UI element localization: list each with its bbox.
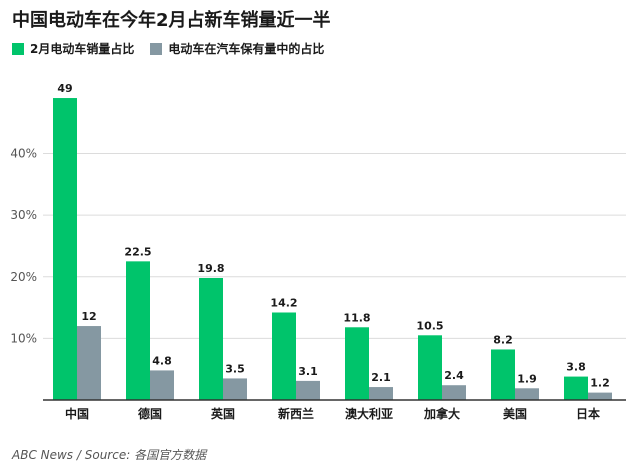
- bar-sales-share: [564, 376, 588, 400]
- data-label: 4.8: [152, 354, 172, 367]
- data-label: 22.5: [124, 245, 151, 258]
- bar-sales-share: [272, 312, 296, 400]
- bar-sales-share: [491, 349, 515, 400]
- legend-label-fleet-share: 电动车在汽车保有量中的占比: [168, 42, 325, 56]
- bar-fleet-share: [515, 388, 539, 400]
- bar-fleet-share: [223, 378, 247, 400]
- data-label: 49: [57, 82, 72, 95]
- bar-sales-share: [418, 335, 442, 400]
- legend-swatch-green: [12, 42, 24, 55]
- bar-sales-share: [126, 261, 150, 400]
- x-tick-label: 德国: [138, 406, 162, 421]
- y-tick-label: 20%: [10, 270, 37, 284]
- bar-fleet-share: [442, 385, 466, 400]
- bar-sales-share: [345, 327, 369, 400]
- legend: 2月电动车销量占比 电动车在汽车保有量中的占比: [12, 40, 340, 57]
- x-tick-label: 澳大利亚: [345, 406, 393, 421]
- bar-fleet-share: [150, 370, 174, 400]
- data-label: 3.1: [298, 365, 318, 378]
- x-tick-label: 英国: [211, 406, 235, 421]
- bar-sales-share: [53, 98, 77, 400]
- chart-title: 中国电动车在今年2月占新车销量近一半: [12, 10, 331, 31]
- data-label: 10.5: [416, 319, 443, 332]
- data-label: 2.1: [371, 371, 391, 384]
- x-tick-label: 加拿大: [423, 406, 460, 421]
- y-tick-label: 40%: [10, 147, 37, 161]
- legend-label-sales-share: 2月电动车销量占比: [30, 42, 135, 56]
- x-tick-label: 中国: [65, 406, 89, 421]
- x-tick-label: 美国: [503, 406, 527, 421]
- data-label: 12: [81, 310, 96, 323]
- data-label: 8.2: [493, 333, 513, 346]
- legend-item-sales-share: 2月电动车销量占比: [12, 40, 134, 57]
- bar-fleet-share: [369, 387, 393, 400]
- bar-fleet-share: [296, 380, 320, 400]
- bar-fleet-share: [77, 326, 101, 400]
- data-label: 19.8: [197, 262, 224, 275]
- legend-item-fleet-share: 电动车在汽车保有量中的占比: [150, 40, 324, 57]
- data-label: 2.4: [444, 369, 464, 382]
- x-tick-label: 日本: [576, 406, 600, 421]
- data-label: 1.2: [590, 377, 610, 390]
- y-tick-label: 10%: [10, 331, 37, 345]
- data-label: 3.8: [566, 361, 586, 374]
- x-tick-label: 新西兰: [278, 406, 314, 421]
- bar-sales-share: [199, 277, 223, 400]
- y-tick-label: 30%: [10, 208, 37, 222]
- data-label: 1.9: [517, 372, 537, 385]
- data-label: 3.5: [225, 362, 245, 375]
- source-note: ABC News / Source: 各国官方数据: [12, 448, 207, 462]
- data-label: 14.2: [270, 296, 297, 309]
- data-label: 11.8: [343, 311, 370, 324]
- bar-fleet-share: [588, 392, 612, 400]
- legend-swatch-gray: [150, 42, 163, 55]
